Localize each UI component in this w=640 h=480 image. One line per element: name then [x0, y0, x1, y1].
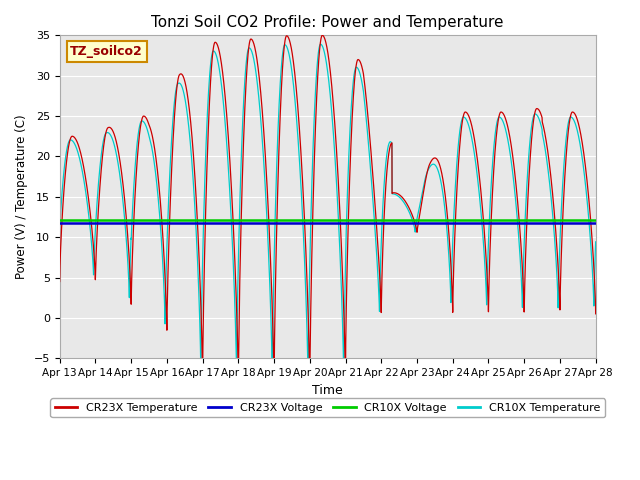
- Legend: CR23X Temperature, CR23X Voltage, CR10X Voltage, CR10X Temperature: CR23X Temperature, CR23X Voltage, CR10X …: [51, 398, 605, 417]
- Title: Tonzi Soil CO2 Profile: Power and Temperature: Tonzi Soil CO2 Profile: Power and Temper…: [152, 15, 504, 30]
- Y-axis label: Power (V) / Temperature (C): Power (V) / Temperature (C): [15, 114, 28, 279]
- Text: TZ_soilco2: TZ_soilco2: [70, 45, 143, 58]
- X-axis label: Time: Time: [312, 384, 343, 396]
